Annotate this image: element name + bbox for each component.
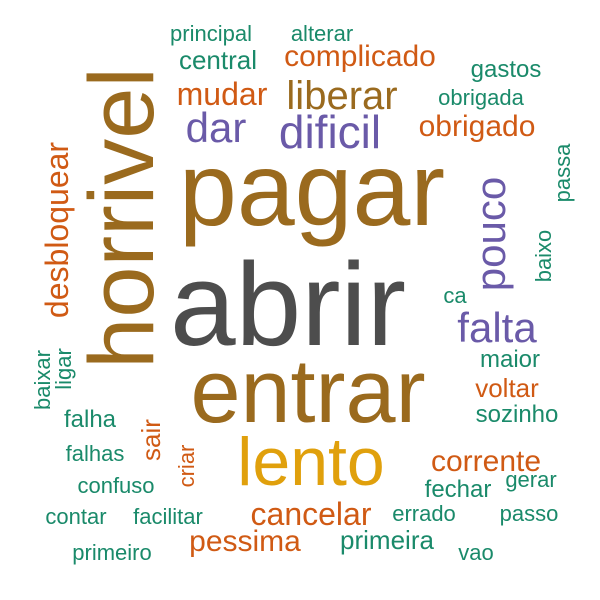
word-facilitar: facilitar	[133, 504, 203, 529]
word-mudar: mudar	[176, 76, 268, 112]
word-criar: criar	[174, 444, 199, 488]
word-ca: ca	[443, 283, 467, 308]
word-liberar: liberar	[286, 74, 398, 118]
word-falta: falta	[457, 304, 537, 351]
word-primeira: primeira	[340, 525, 434, 555]
word-corrente: corrente	[430, 445, 542, 478]
word-contar: contar	[45, 504, 107, 529]
word-principal: principal	[170, 21, 252, 46]
word-confuso: confuso	[77, 473, 155, 498]
word-maior: maior	[479, 346, 541, 373]
word-sair: sair	[136, 419, 166, 461]
word-pouco: pouco	[467, 176, 514, 292]
word-pessima: pessima	[189, 525, 301, 558]
word-abrir: abrir	[169, 239, 407, 371]
word-gastos: gastos	[470, 56, 542, 83]
word-ligar: ligar	[51, 348, 76, 390]
word-obrigado: obrigado	[418, 110, 536, 143]
word-falhas: falhas	[65, 441, 125, 466]
word-sozinho: sozinho	[475, 401, 559, 428]
word-desbloquear: desbloquear	[39, 141, 75, 319]
word-lento: lento	[237, 424, 385, 500]
word-baixo: baixo	[531, 229, 556, 283]
word-obrigada: obrigada	[438, 85, 524, 110]
word-entrar: entrar	[190, 342, 426, 442]
word-primeiro: primeiro	[72, 540, 152, 565]
word-fechar: fechar	[424, 476, 492, 503]
word-passa: passa	[550, 143, 575, 203]
word-cancelar: cancelar	[250, 496, 372, 532]
word-errado: errado	[392, 501, 456, 526]
word-horrivel: horrivel	[71, 67, 173, 369]
word-dar: dar	[185, 104, 247, 151]
word-complicado: complicado	[284, 40, 436, 73]
word-voltar: voltar	[475, 373, 539, 403]
word-gerar: gerar	[505, 467, 557, 492]
word-pagar: pagar	[179, 132, 445, 248]
word-falha: falha	[63, 406, 117, 433]
word-dificil: dificil	[278, 106, 382, 158]
word-central: central	[178, 45, 258, 75]
word-alterar: alterar	[290, 21, 354, 46]
word-vao: vao	[458, 540, 494, 565]
word-passo: passo	[499, 501, 559, 526]
